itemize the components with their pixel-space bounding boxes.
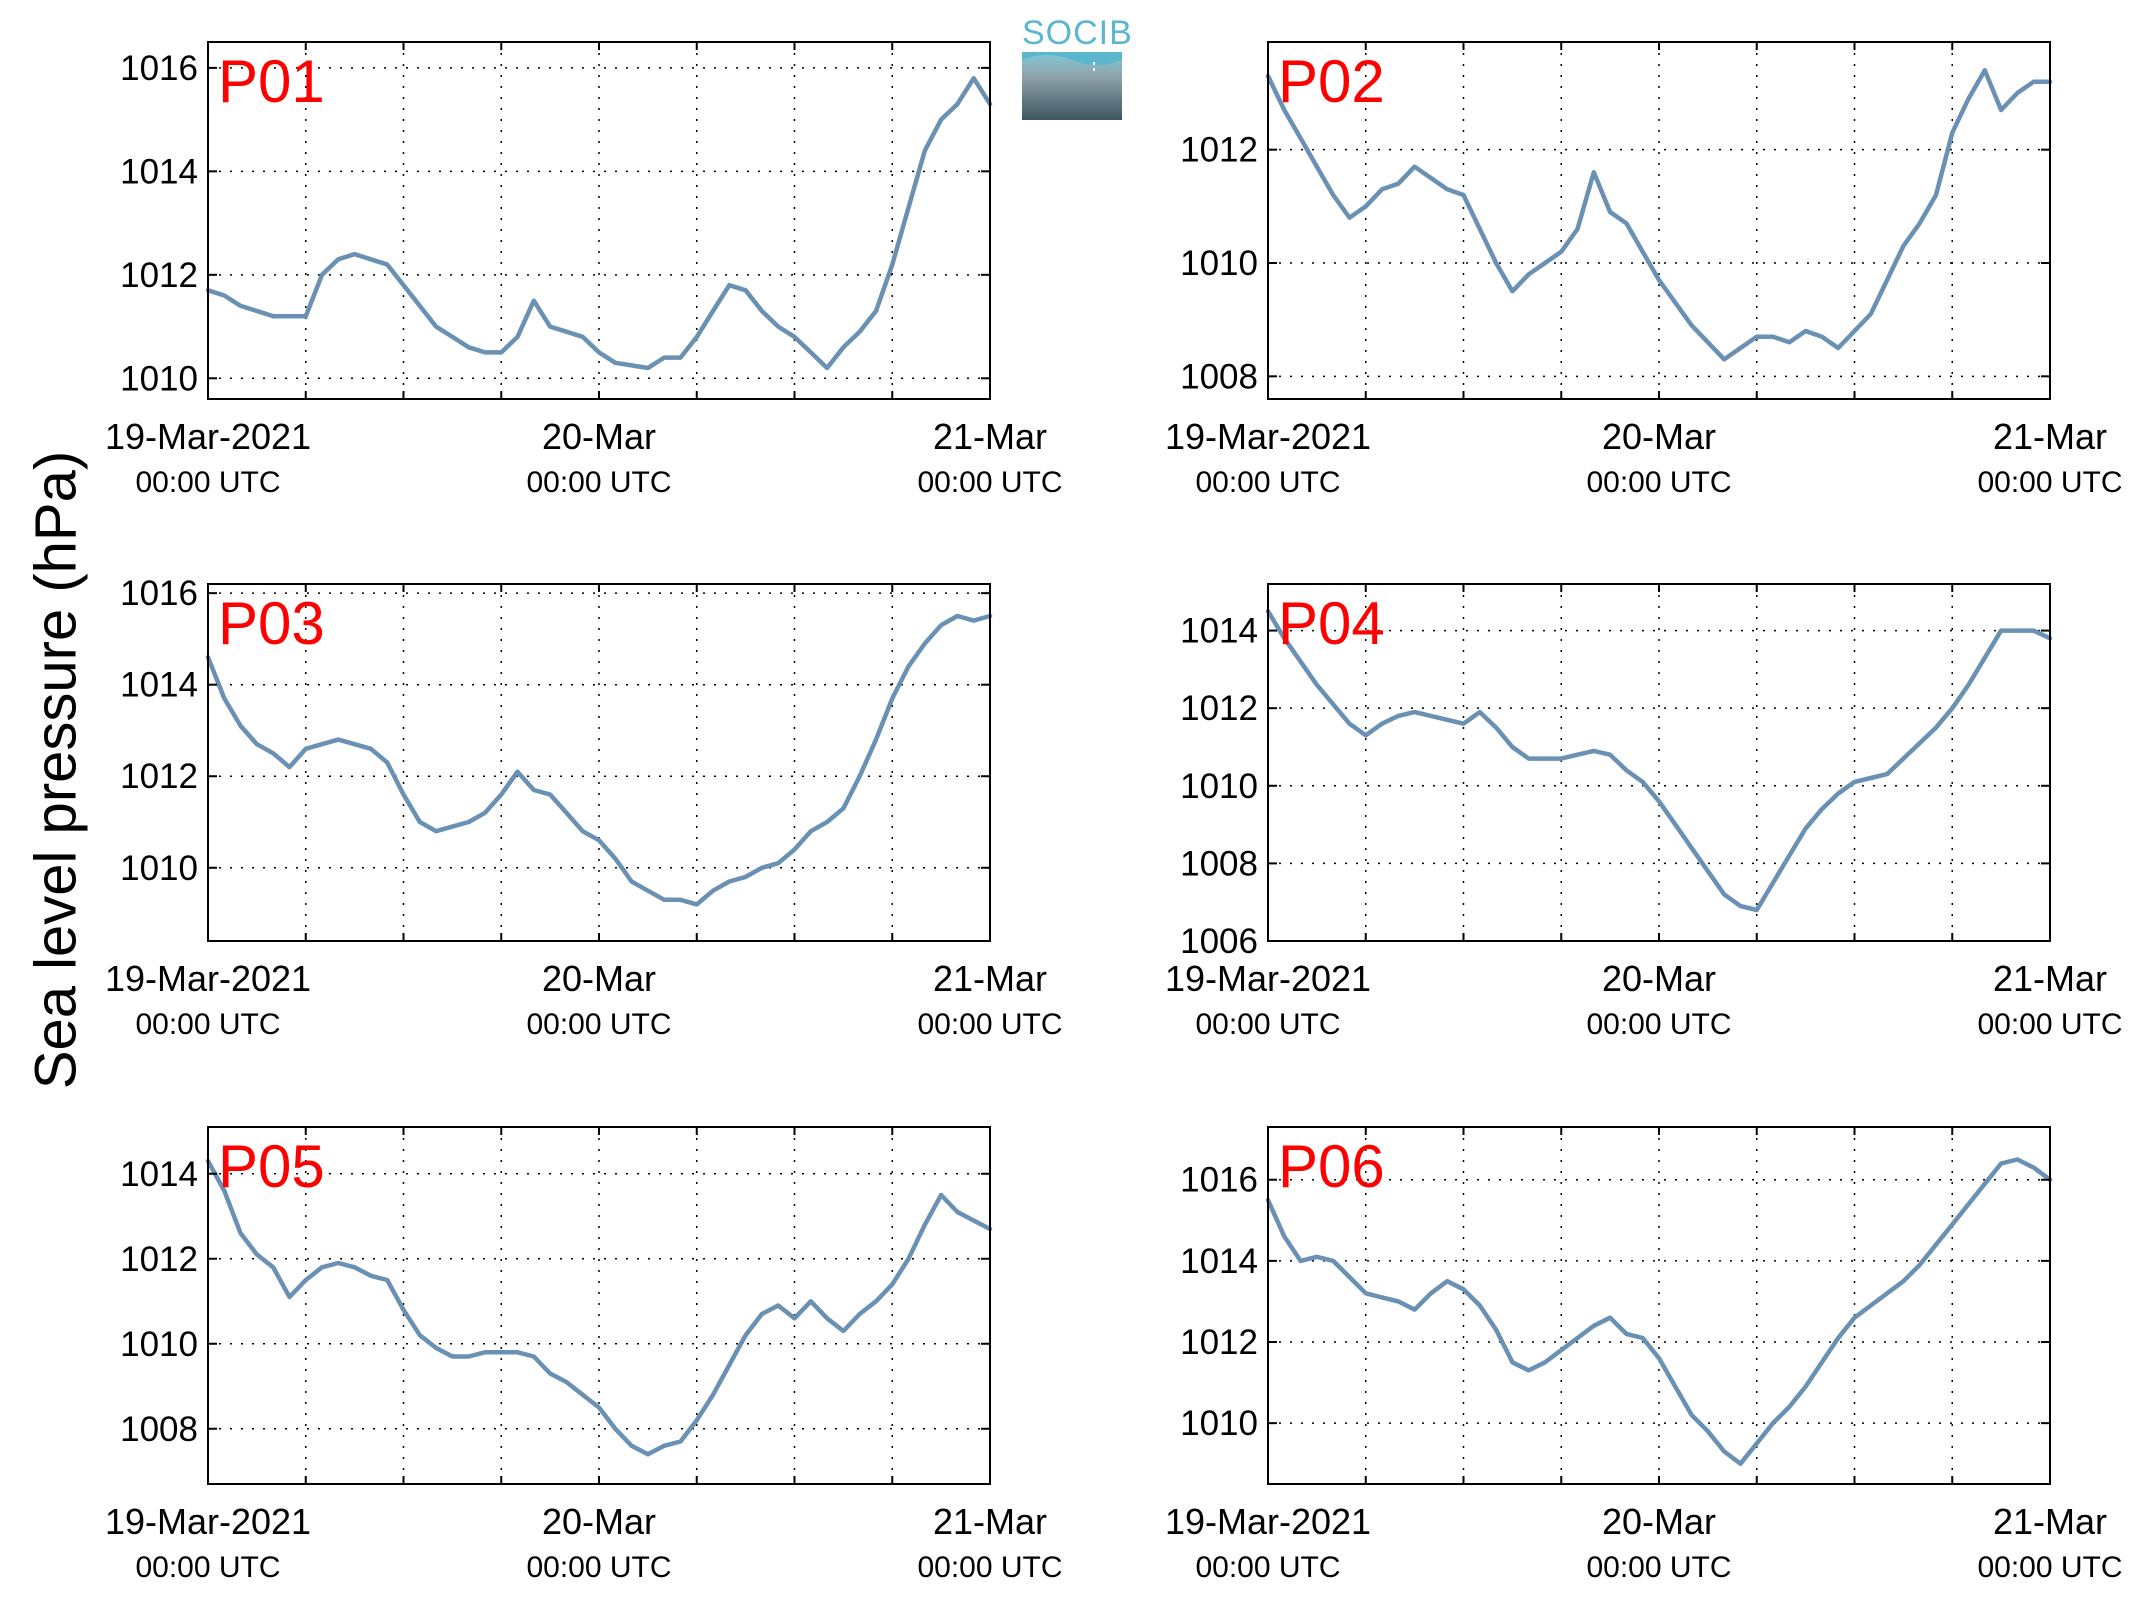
chart-p06-x-tick-label: 21-Mar xyxy=(1993,1501,2107,1542)
chart-p03-x-tick-label: 20-Mar xyxy=(542,958,656,999)
chart-p02-plot-area xyxy=(1268,42,2050,399)
chart-p05-x-tick-label: 20-Mar xyxy=(542,1501,656,1542)
chart-p05-y-tick-label: 1014 xyxy=(120,1155,198,1194)
chart-p04-y-tick-label: 1012 xyxy=(1180,689,1258,728)
chart-p01-series-line xyxy=(205,75,993,371)
chart-p06-y-tick-label: 1016 xyxy=(1180,1161,1258,1200)
chart-p04-x-tick-label: 20-Mar xyxy=(1602,958,1716,999)
chart-p06-series-line xyxy=(1265,1157,2053,1466)
chart-p04-y-tick-label: 1010 xyxy=(1180,767,1258,806)
chart-p02-x-tick-label: 20-Mar xyxy=(1602,416,1716,457)
chart-p02-y-tick-label: 1012 xyxy=(1180,131,1258,170)
chart-p03-x-tick-sublabel: 00:00 UTC xyxy=(526,1008,671,1041)
chart-p03-panel-label: P03 xyxy=(218,590,325,657)
chart-p04-x-tick-sublabel: 00:00 UTC xyxy=(1586,1008,1731,1041)
chart-p03-y-tick-label: 1014 xyxy=(120,666,198,705)
chart-p06-x-tick-sublabel: 00:00 UTC xyxy=(1586,1551,1731,1584)
chart-p01-y-tick-label: 1010 xyxy=(120,359,198,398)
chart-p02-x-tick-sublabel: 00:00 UTC xyxy=(1586,466,1731,499)
chart-p02-x-tick-sublabel: 00:00 UTC xyxy=(1195,466,1340,499)
chart-p03-series-line xyxy=(205,613,993,907)
chart-p06: 1010 1012 1014 1016 19-Mar-2021 00:00 UTC 20-M… xyxy=(1165,1126,2123,1584)
logo-text: SOCIB xyxy=(1022,14,1133,52)
chart-p03: 1010 1012 1014 1016 19-Mar-2021 00:00 UTC 20-M… xyxy=(105,574,1063,1041)
chart-p05-y-tick-label: 1010 xyxy=(120,1325,198,1364)
chart-p02-x-tick-label: 19-Mar-2021 xyxy=(1165,416,1371,457)
chart-p05-x-tick-label: 21-Mar xyxy=(933,1501,1047,1542)
chart-p03-x-tick-sublabel: 00:00 UTC xyxy=(135,1008,280,1041)
chart-p06-y-tick-label: 1010 xyxy=(1180,1404,1258,1443)
chart-p02-x-tick-label: 21-Mar xyxy=(1993,416,2107,457)
chart-p04-y-tick-label: 1014 xyxy=(1180,612,1258,651)
chart-p02-x-tick-sublabel: 00:00 UTC xyxy=(1977,466,2122,499)
chart-p03-x-tick-label: 21-Mar xyxy=(933,958,1047,999)
chart-p04: 1006 1008 1010 1012 1014 19-Mar-2021 00:00 UTC… xyxy=(1165,583,2123,1041)
chart-p01-y-tick-label: 1016 xyxy=(120,49,198,88)
chart-p05-x-tick-sublabel: 00:00 UTC xyxy=(526,1551,671,1584)
chart-p04-series-line xyxy=(1265,608,2053,913)
chart-p04-x-tick-label: 19-Mar-2021 xyxy=(1165,958,1371,999)
chart-p03-x-tick-sublabel: 00:00 UTC xyxy=(917,1008,1062,1041)
chart-p03-x-tick-label: 19-Mar-2021 xyxy=(105,958,311,999)
chart-p01-x-tick-label: 21-Mar xyxy=(933,416,1047,457)
chart-p02-y-tick-label: 1008 xyxy=(1180,357,1258,396)
chart-p03-y-tick-label: 1012 xyxy=(120,757,198,796)
chart-p06-plot-area xyxy=(1268,1127,2050,1484)
chart-p04-y-tick-label: 1006 xyxy=(1180,922,1258,961)
chart-p06-x-tick-sublabel: 00:00 UTC xyxy=(1977,1551,2122,1584)
chart-p04-x-tick-label: 21-Mar xyxy=(1993,958,2107,999)
chart-p03-y-tick-label: 1016 xyxy=(120,574,198,613)
chart-p05-panel-label: P05 xyxy=(218,1133,325,1200)
chart-p01-y-tick-label: 1012 xyxy=(120,256,198,295)
chart-p06-panel-label: P06 xyxy=(1278,1133,1385,1200)
chart-p01: 1010 1012 1014 1016 19-Mar-2021 00:00 UTC 20-M… xyxy=(105,41,1063,499)
socib-logo: SOCIB xyxy=(1022,14,1132,120)
chart-p04-panel-label: P04 xyxy=(1278,590,1385,657)
chart-p06-y-tick-label: 1012 xyxy=(1180,1323,1258,1362)
chart-p01-x-tick-sublabel: 00:00 UTC xyxy=(526,466,671,499)
chart-p01-plot-area xyxy=(208,42,990,399)
chart-p05-x-tick-label: 19-Mar-2021 xyxy=(105,1501,311,1542)
chart-p01-x-tick-sublabel: 00:00 UTC xyxy=(135,466,280,499)
chart-p04-y-tick-label: 1008 xyxy=(1180,844,1258,883)
logo-wave-icon xyxy=(1022,52,1122,72)
chart-p01-x-tick-label: 19-Mar-2021 xyxy=(105,416,311,457)
chart-p02: 1008 1010 1012 19-Mar-2021 00:00 UTC 20-Mar 00… xyxy=(1165,41,2123,499)
chart-p03-y-tick-label: 1010 xyxy=(120,849,198,888)
chart-p06-x-tick-sublabel: 00:00 UTC xyxy=(1195,1551,1340,1584)
chart-p04-x-tick-sublabel: 00:00 UTC xyxy=(1977,1008,2122,1041)
chart-p05: 1008 1010 1012 1014 19-Mar-2021 00:00 UTC 20-M… xyxy=(105,1126,1063,1584)
chart-p02-series-line xyxy=(1265,68,2053,362)
chart-p06-y-tick-label: 1014 xyxy=(1180,1242,1258,1281)
chart-p01-x-tick-sublabel: 00:00 UTC xyxy=(917,466,1062,499)
chart-p06-x-tick-label: 20-Mar xyxy=(1602,1501,1716,1542)
chart-p06-x-tick-label: 19-Mar-2021 xyxy=(1165,1501,1371,1542)
chart-p01-x-tick-label: 20-Mar xyxy=(542,416,656,457)
chart-p05-x-tick-sublabel: 00:00 UTC xyxy=(917,1551,1062,1584)
chart-p05-y-tick-label: 1008 xyxy=(120,1410,198,1449)
chart-p05-x-tick-sublabel: 00:00 UTC xyxy=(135,1551,280,1584)
chart-p03-plot-area xyxy=(208,584,990,941)
chart-p04-x-tick-sublabel: 00:00 UTC xyxy=(1195,1008,1340,1041)
chart-p01-panel-label: P01 xyxy=(218,48,325,115)
chart-p05-y-tick-label: 1012 xyxy=(120,1240,198,1279)
chart-p04-plot-area xyxy=(1268,584,2050,941)
chart-p05-series-line xyxy=(205,1158,993,1457)
chart-p02-panel-label: P02 xyxy=(1278,48,1385,115)
chart-p02-y-tick-label: 1010 xyxy=(1180,244,1258,283)
chart-p01-y-tick-label: 1014 xyxy=(120,152,198,191)
